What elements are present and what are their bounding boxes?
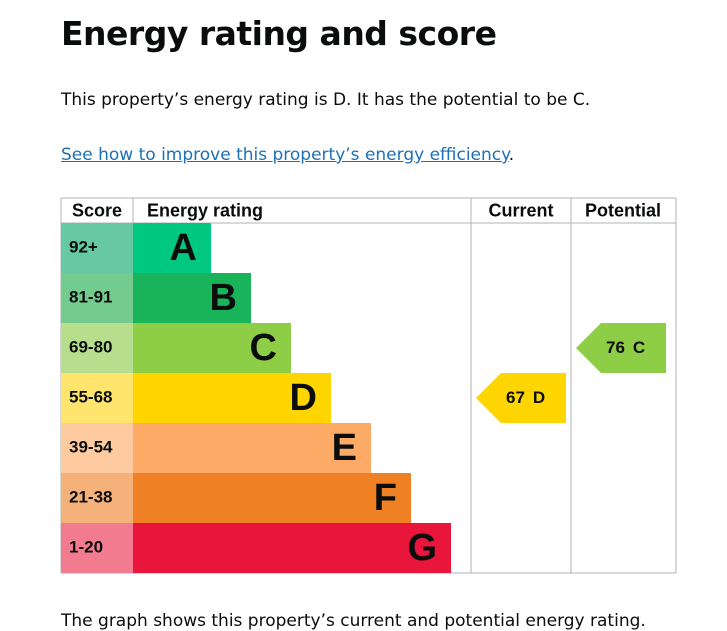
rating-bar [133,423,371,473]
current-letter: D [533,388,545,407]
rating-letter: C [250,327,277,369]
column-header: Potential [585,200,661,220]
summary: This property’s energy rating is D. It h… [61,90,591,110]
score-label: 69-80 [69,337,112,356]
rating-bar [133,373,331,423]
rating-bar [133,523,451,573]
rating-letter: B [210,277,237,319]
column-header: Energy rating [147,200,263,220]
current-arrow [476,373,566,423]
column-header: Current [488,200,553,220]
rating-chart: Score Energy rating Current Potential 92+ A 81… [60,197,677,574]
heading: Energy rating and score [61,14,497,53]
current-value: 67 [506,388,525,407]
score-cell [61,473,133,523]
score-cell [61,373,133,423]
score-label: 92+ [69,237,98,256]
score-cell [61,273,133,323]
improve-link[interactable]: See how to improve this property’s energ… [61,145,509,165]
rating-bar [133,473,411,523]
rating-letter: E [332,427,357,469]
score-label: 21-38 [69,487,112,506]
rating-letter: F [374,477,397,519]
link-suffix: . [508,145,515,165]
footer-text: The graph shows this property’s current … [61,611,646,631]
rating-letter: D [290,377,317,419]
potential-arrow [576,323,666,373]
potential-value: 76 [606,338,625,357]
rating-bar [133,223,211,273]
link-paragraph: See how to improve this property’s energ… [61,145,514,165]
potential-letter: C [633,338,645,357]
score-cell [61,223,133,273]
score-cell [61,323,133,373]
current-label: 67 D [506,388,545,407]
rating-letter: G [407,527,437,569]
score-label: 81-91 [69,287,112,306]
score-label: 55-68 [69,387,112,406]
column-header: Score [72,200,122,220]
potential-label: 76 C [606,338,645,357]
score-cell [61,523,133,573]
rating-bar [133,273,251,323]
score-label: 39-54 [69,437,113,456]
rating-letter: A [170,227,197,269]
score-cell [61,423,133,473]
score-label: 1-20 [69,537,103,556]
rating-bar [133,323,291,373]
